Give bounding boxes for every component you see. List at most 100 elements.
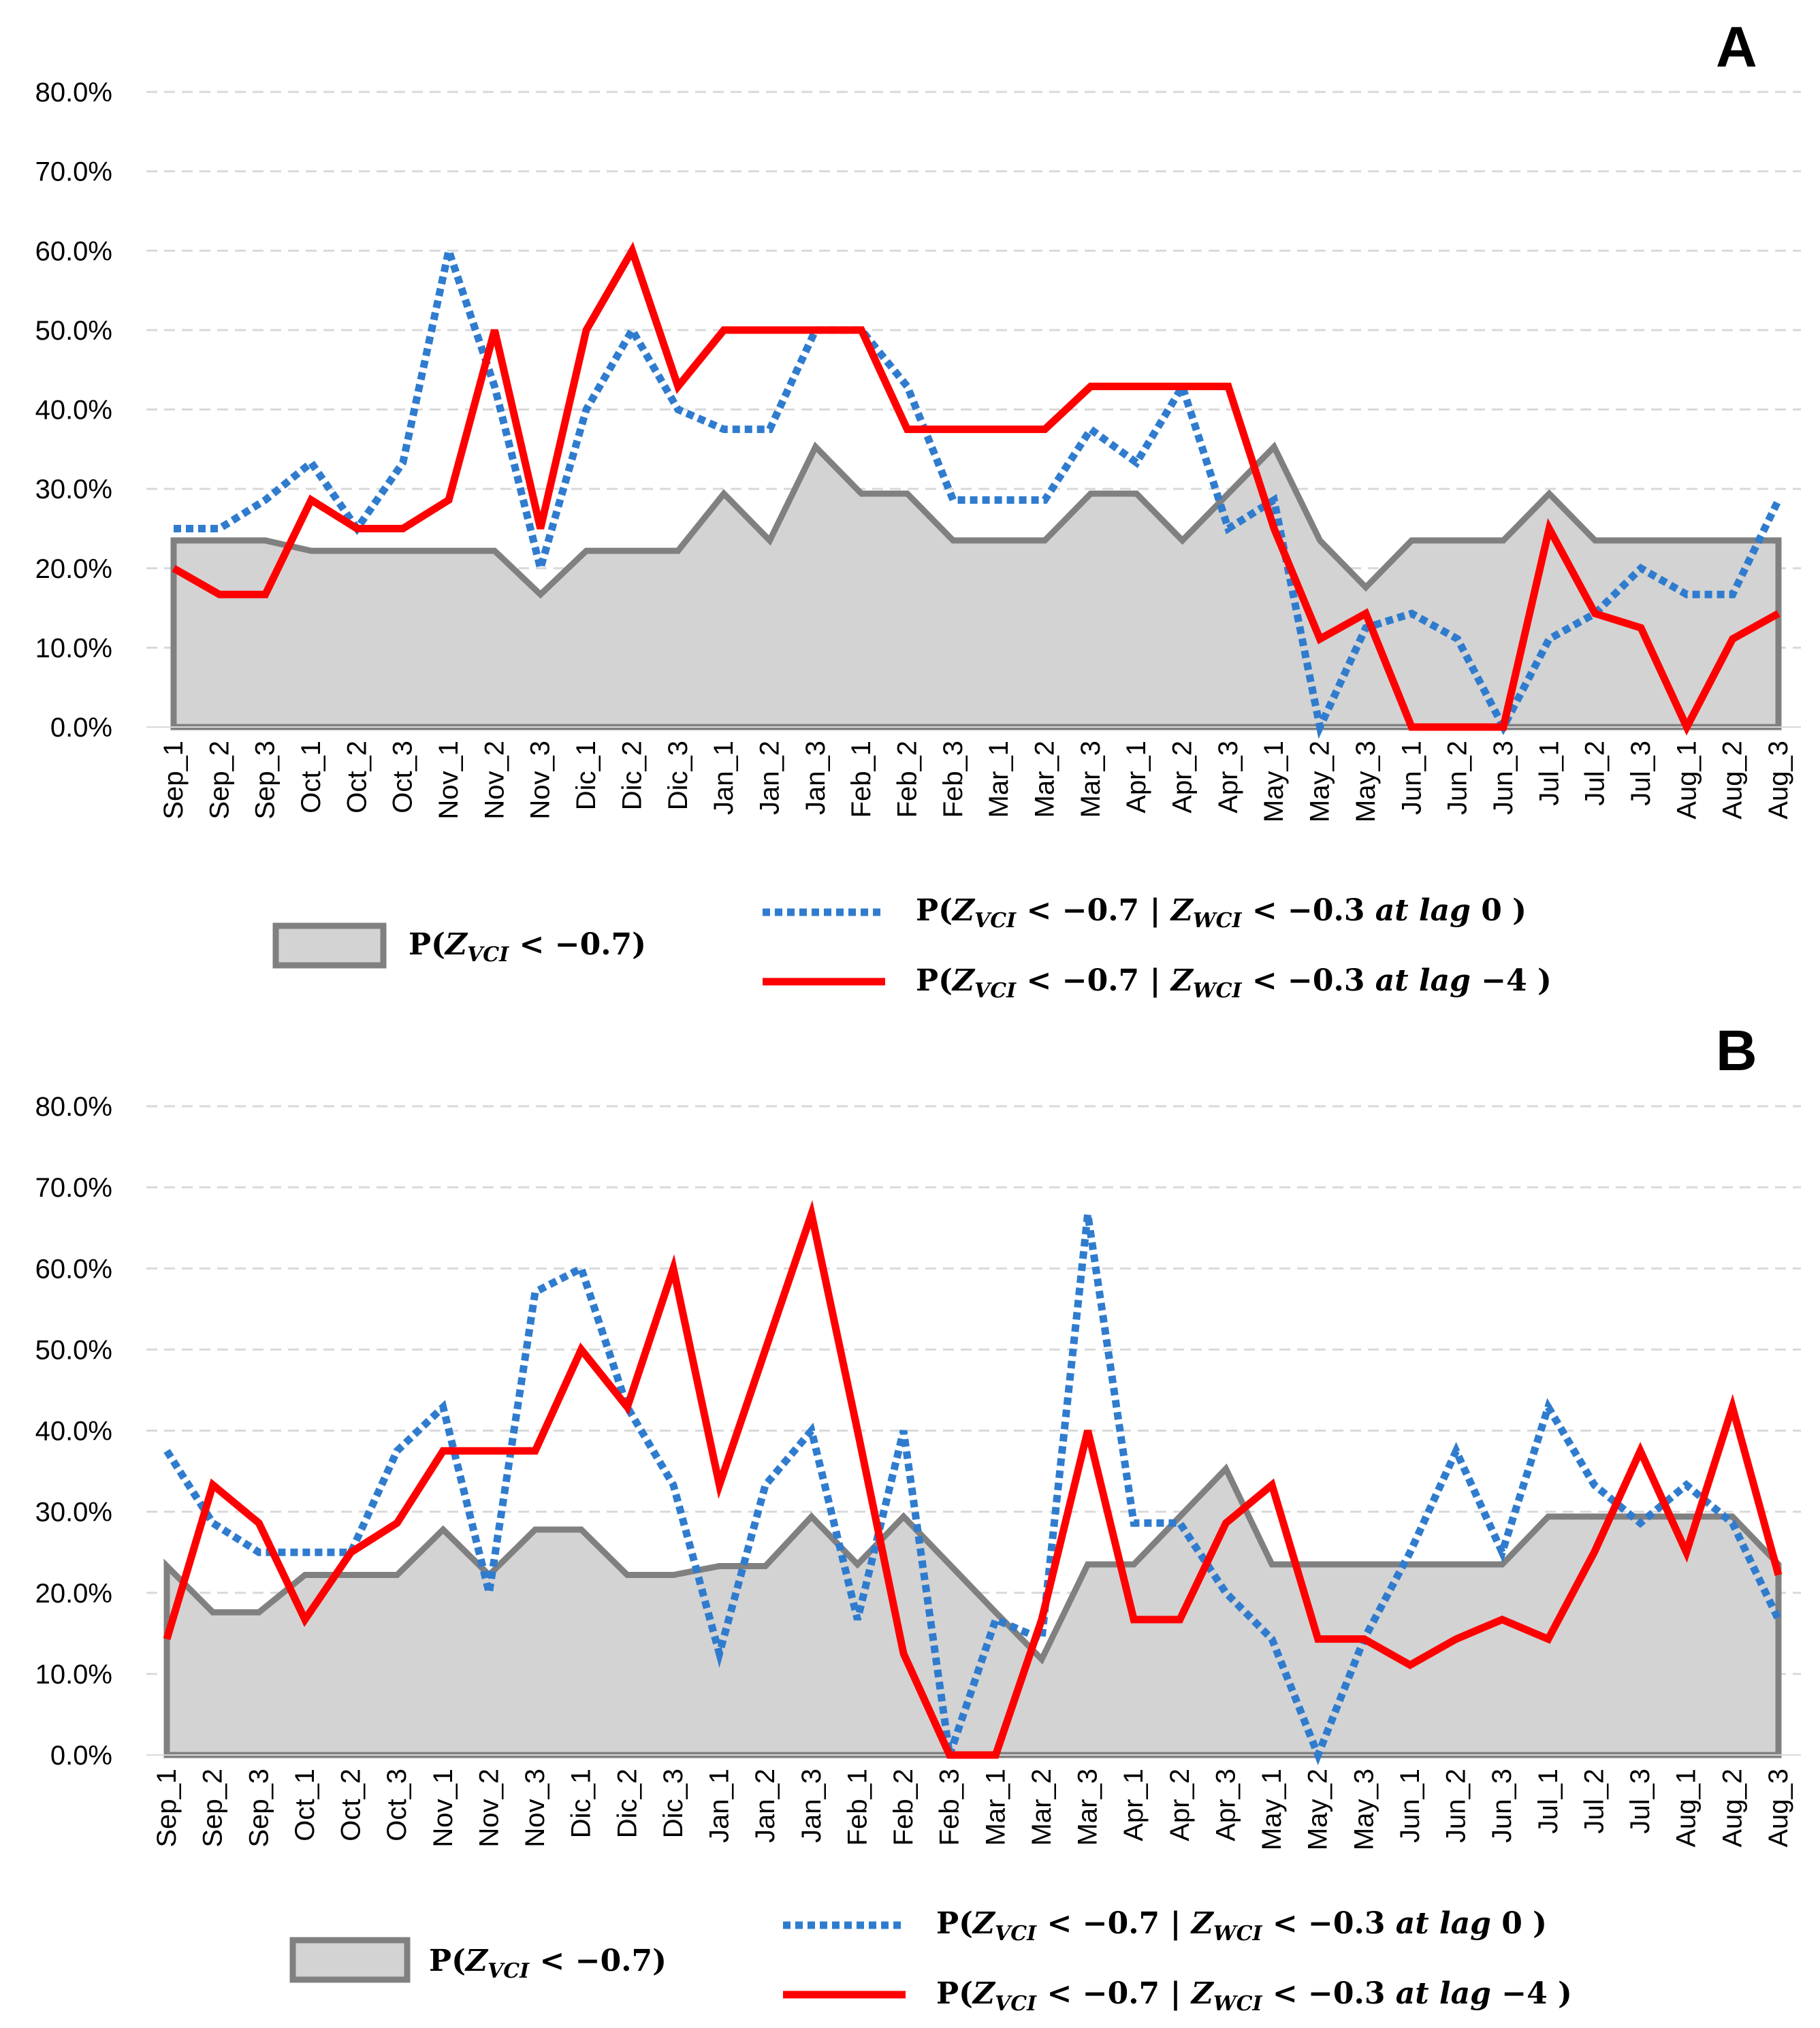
legend-lag0-label: P(ZVCI < −0.7 | ZWCI < −0.3 at lag 0 ) — [916, 893, 1527, 933]
y-tick-label: 0.0% — [50, 1741, 112, 1771]
y-tick-label: 40.0% — [35, 396, 112, 425]
x-tick-label: Feb_3 — [938, 741, 968, 818]
x-tick-label: Dic_1 — [571, 741, 601, 810]
legend-area-label: P(ZVCI < −0.7) — [409, 927, 646, 967]
y-tick-label: 80.0% — [35, 1092, 112, 1122]
legend-lag4-label: P(ZVCI < −0.7 | ZWCI < −0.3 at lag −4 ) — [936, 1976, 1572, 2016]
x-tick-label: Aug_3 — [1763, 1769, 1793, 1848]
x-tick-label: Mar_1 — [980, 1769, 1010, 1846]
x-tick-label: Jan_3 — [801, 741, 831, 815]
legend-lag0-label: P(ZVCI < −0.7 | ZWCI < −0.3 at lag 0 ) — [936, 1906, 1547, 1946]
x-tick-label: Mar_2 — [1030, 741, 1060, 818]
x-tick-label: Feb_3 — [935, 1769, 965, 1846]
x-tick-label: Jan_3 — [797, 1769, 827, 1843]
y-tick-label: 10.0% — [35, 633, 112, 663]
y-tick-label: 50.0% — [35, 1335, 112, 1365]
x-tick-label: Nov_1 — [428, 1769, 458, 1848]
y-tick-label: 50.0% — [35, 316, 112, 346]
x-tick-label: Nov_2 — [474, 1769, 504, 1848]
x-tick-label: Aug_3 — [1763, 741, 1793, 820]
legend-area-label: P(ZVCI < −0.7) — [429, 1944, 667, 1983]
x-tick-label: Oct_1 — [296, 741, 326, 814]
x-tick-label: Apr_3 — [1213, 741, 1243, 814]
x-tick-label: Dic_3 — [663, 741, 693, 810]
legend-area-swatch — [272, 922, 387, 969]
legend-area-swatch — [289, 1937, 411, 1983]
y-tick-label: 20.0% — [35, 1579, 112, 1609]
x-tick-label: Sep_1 — [159, 741, 189, 820]
y-tick-label: 20.0% — [35, 554, 112, 584]
series-lag0-line — [174, 236, 1782, 739]
x-tick-label: Jun_3 — [1488, 741, 1518, 815]
panel-b-chart: B 0.0% 10.0% 20.0% 30.0% 40.0% 50.0% 60.0% 70.0… — [35, 1018, 1801, 2016]
x-tick-label: Nov_1 — [434, 741, 464, 820]
y-tick-label: 70.0% — [35, 157, 112, 187]
x-tick-label: Jul_2 — [1580, 741, 1610, 806]
panel-b-plot: 0.0% 10.0% 20.0% 30.0% 40.0% 50.0% 60.0% 70.0% 8… — [35, 1092, 1801, 1850]
x-tick-label: Apr_3 — [1211, 1769, 1241, 1841]
x-tick-label: Nov_3 — [526, 741, 556, 820]
legend-lag4-label: P(ZVCI < −0.7 | ZWCI < −0.3 at lag −4 ) — [916, 963, 1552, 1003]
x-tick-label: Mar_1 — [984, 741, 1014, 818]
x-tick-label: May_3 — [1351, 741, 1381, 822]
x-tick-label: Jul_3 — [1625, 1769, 1655, 1834]
x-tick-label: Apr_2 — [1168, 741, 1198, 814]
x-tick-label: Jul_2 — [1579, 1769, 1609, 1834]
x-tick-label: Jun_2 — [1443, 741, 1473, 815]
x-tick-label: Jun_3 — [1487, 1769, 1517, 1843]
x-tick-label: Feb_1 — [846, 741, 876, 818]
series-area-vci — [163, 1463, 1782, 1758]
x-tick-label: Sep_3 — [244, 1769, 274, 1848]
x-tick-label: Mar_3 — [1076, 741, 1106, 818]
x-tick-label: Jan_1 — [709, 741, 739, 815]
y-tick-label: 80.0% — [35, 78, 112, 108]
x-tick-label: Apr_1 — [1121, 741, 1151, 814]
panel-b-legend: P(ZVCI < −0.7) P(ZVCI < −0.7 | ZWCI < −0… — [289, 1906, 1572, 2016]
y-tick-label: 60.0% — [35, 236, 112, 266]
x-tick-label: Apr_2 — [1165, 1769, 1195, 1841]
y-tick-label: 0.0% — [50, 713, 112, 743]
x-tick-label: Sep_2 — [198, 1769, 228, 1848]
y-tick-label: 40.0% — [35, 1417, 112, 1447]
panel-b-label: B — [1716, 1018, 1757, 1082]
x-tick-label: May_1 — [1257, 1769, 1287, 1850]
series-lag4-line — [172, 241, 1781, 736]
x-tick-label: Sep_1 — [152, 1769, 182, 1848]
panel-a-label: A — [1716, 15, 1757, 79]
x-tick-label: Mar_3 — [1073, 1769, 1103, 1846]
y-tick-label: 70.0% — [35, 1173, 112, 1203]
panel-a-chart: A 0.0% 10.0% 20.0% 30.0% 40.0% 50.0% 60.0% 70.0… — [35, 15, 1801, 1003]
x-tick-label: May_1 — [1259, 741, 1289, 822]
x-tick-label: Aug_2 — [1717, 1769, 1747, 1848]
x-tick-label: Oct_1 — [290, 1769, 320, 1841]
series-lag0-line — [163, 1213, 1782, 1765]
x-tick-label: Jan_2 — [754, 741, 784, 815]
x-tick-label: Aug_1 — [1672, 1769, 1702, 1848]
y-tick-label: 10.0% — [35, 1660, 112, 1690]
panel-a-legend: P(ZVCI < −0.7) P(ZVCI < −0.7 | ZWCI < −0… — [272, 893, 1552, 1003]
x-tick-label: Dic_1 — [566, 1769, 596, 1838]
series-lag4-line — [163, 1200, 1783, 1759]
x-tick-label: Apr_1 — [1119, 1769, 1149, 1841]
x-tick-label: Mar_2 — [1027, 1769, 1057, 1846]
x-tick-label: Feb_2 — [889, 1769, 919, 1846]
x-tick-label: Nov_2 — [479, 741, 509, 820]
x-tick-label: Oct_2 — [336, 1769, 366, 1841]
x-tick-label: Jul_3 — [1626, 741, 1656, 806]
x-tick-label: Dic_2 — [612, 1769, 642, 1838]
series-area-vci — [170, 441, 1782, 730]
x-tick-label: Oct_2 — [342, 741, 372, 814]
x-tick-label: Oct_3 — [388, 741, 418, 814]
x-tick-label: May_2 — [1303, 1769, 1333, 1850]
y-tick-label: 30.0% — [35, 1498, 112, 1528]
x-tick-label: Jun_1 — [1396, 741, 1426, 815]
panel-a-plot: 0.0% 10.0% 20.0% 30.0% 40.0% 50.0% 60.0% 70.0% 8… — [35, 78, 1801, 822]
x-tick-label: Jul_1 — [1533, 1769, 1563, 1834]
x-tick-label: Jun_1 — [1395, 1769, 1425, 1843]
x-tick-label: Nov_3 — [520, 1769, 550, 1848]
x-tick-label: Aug_2 — [1718, 741, 1748, 820]
x-tick-label: Jun_2 — [1441, 1769, 1471, 1843]
x-tick-label: Sep_2 — [204, 741, 234, 820]
x-tick-label: Jan_1 — [705, 1769, 735, 1843]
